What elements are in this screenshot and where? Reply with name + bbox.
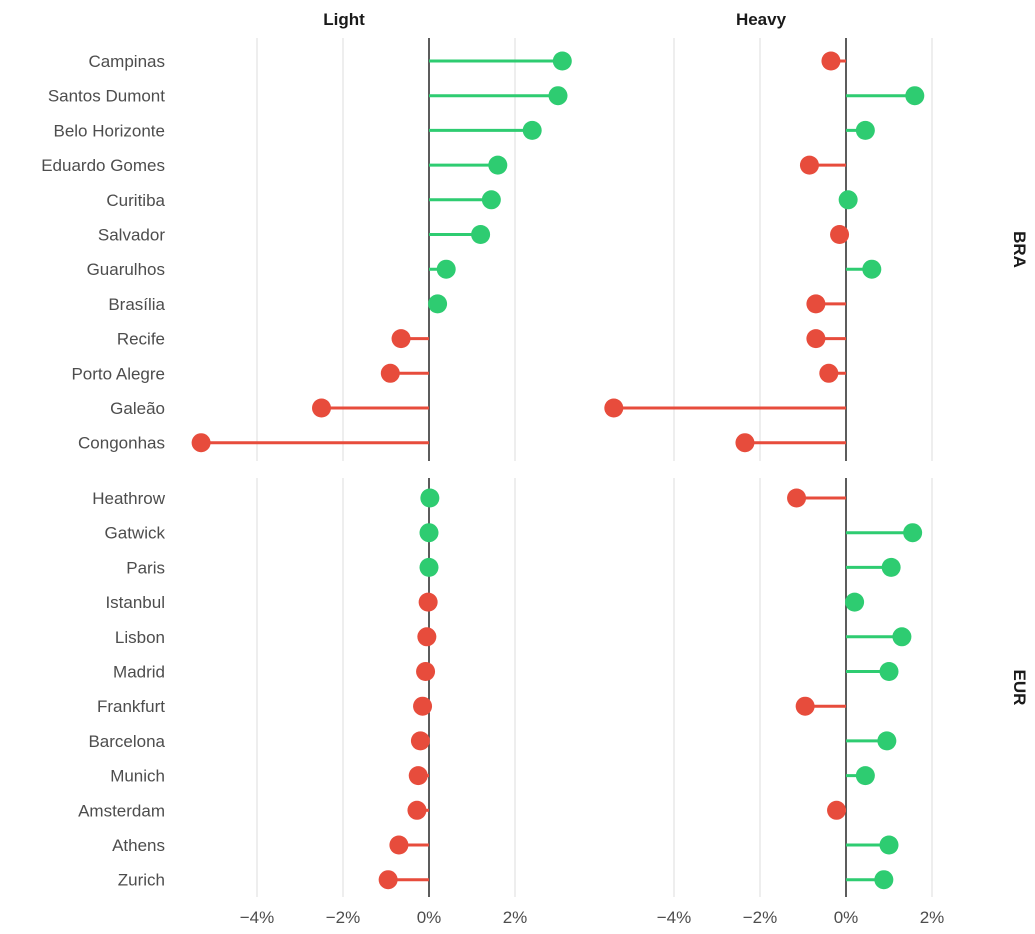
lollipop-point (806, 329, 826, 349)
lollipop-point (488, 155, 508, 175)
airport-label: Santos Dumont (48, 87, 165, 106)
airport-label: Paris (126, 558, 165, 577)
group-label-bra: BRA (1010, 231, 1029, 268)
x-tick-label: −4% (240, 908, 275, 927)
airport-label: Zurich (118, 871, 165, 890)
x-tick-label: 0% (417, 908, 442, 927)
lollipop-point (419, 557, 439, 577)
airport-label: Amsterdam (78, 801, 165, 820)
airport-label: Madrid (113, 663, 165, 682)
lollipop-point (552, 51, 572, 71)
lollipop-point (408, 766, 428, 786)
airport-label: Heathrow (92, 489, 165, 508)
lollipop-point (879, 662, 899, 681)
lollipop-point (735, 433, 755, 453)
lollipop-point (827, 800, 847, 820)
lollipop-point (604, 398, 624, 418)
airport-label: Salvador (98, 226, 165, 245)
lollipop-point (419, 523, 439, 543)
lollipop-point (420, 488, 440, 508)
airport-label: Campinas (88, 52, 165, 71)
lollipop-point (418, 592, 438, 612)
text-layer: Light Heavy BRA Campinas Santos Dumont Belo H… (41, 10, 1029, 927)
lollipop-point (903, 523, 923, 543)
lollipop-point (806, 294, 826, 314)
x-tick-label: 2% (503, 908, 528, 927)
x-tick-label: 2% (920, 908, 945, 927)
lollipop-point (855, 766, 875, 786)
airport-label: Gatwick (105, 524, 166, 543)
lollipop-point (410, 731, 430, 751)
airport-label: Belo Horizonte (53, 121, 165, 140)
lollipop-point (819, 363, 839, 383)
airport-label: Galeão (110, 399, 165, 418)
column-title-heavy: Heavy (736, 10, 787, 29)
lollipop-point (378, 870, 398, 890)
airport-label: Recife (117, 330, 165, 349)
lollipop-point (838, 190, 858, 210)
lollipop-point (380, 363, 400, 383)
airport-label: Lisbon (115, 628, 165, 647)
lollipop-point (881, 557, 901, 577)
x-tick-label: −4% (657, 908, 692, 927)
airport-label: Istanbul (105, 593, 165, 612)
lollipop-point (391, 329, 411, 349)
grid-layer (256, 38, 933, 897)
x-tick-label: 0% (834, 908, 859, 927)
airport-label: Brasília (108, 295, 165, 314)
airport-label: Guarulhos (87, 260, 165, 279)
lollipop-point (892, 627, 912, 647)
lollipop-point (428, 294, 448, 314)
lollipop-point (416, 662, 436, 681)
x-tick-label: −2% (743, 908, 778, 927)
lollipop-point (407, 800, 427, 820)
lollipop-point (845, 592, 865, 612)
lollipop-point (830, 225, 850, 244)
lollipop-point (877, 731, 897, 751)
lollipop-point (795, 696, 815, 716)
lollipop-point (413, 696, 433, 716)
lollipop-point (389, 835, 409, 855)
airport-label: Porto Alegre (71, 364, 165, 383)
lollipop-point (855, 120, 875, 140)
x-tick-label: −2% (326, 908, 361, 927)
lollipop-point (436, 259, 456, 279)
lollipop-point (862, 259, 882, 279)
lollipop-point (874, 870, 894, 890)
airport-label: Frankfurt (97, 697, 165, 716)
airport-label: Curitiba (106, 191, 165, 210)
column-title-light: Light (323, 10, 365, 29)
lollipop-point (905, 86, 925, 106)
lollipop-point (821, 51, 841, 71)
zero-line-layer (428, 38, 847, 897)
group-label-eur: EUR (1010, 670, 1029, 706)
lollipop-point (312, 398, 331, 418)
lollipop-point (191, 433, 211, 453)
airport-label: Munich (110, 767, 165, 786)
airport-label: Congonhas (78, 434, 165, 453)
lollipop-point (548, 86, 568, 106)
marks-layer (191, 51, 925, 890)
airport-label: Eduardo Gomes (41, 156, 165, 175)
lollipop-point (481, 190, 501, 210)
lollipop-point (879, 835, 899, 855)
lollipop-point (787, 488, 807, 508)
lollipop-point (799, 155, 819, 175)
lollipop-point (417, 627, 437, 647)
airport-label: Athens (112, 836, 165, 855)
airport-label: Barcelona (88, 732, 165, 751)
lollipop-point (471, 225, 491, 244)
lollipop-point (522, 120, 542, 140)
